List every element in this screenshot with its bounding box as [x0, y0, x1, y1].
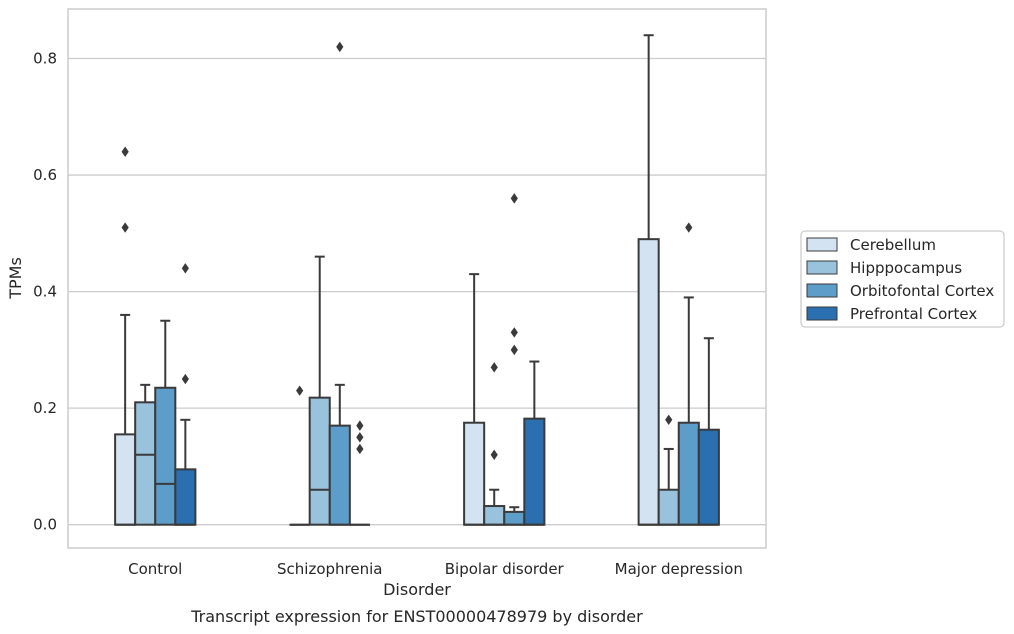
outlier-point	[356, 420, 364, 431]
x-tick-label: Major depression	[615, 560, 743, 578]
box-body	[114, 433, 137, 526]
y-tick-label: 0.8	[33, 50, 57, 68]
x-tick-label: Schizophrenia	[277, 560, 382, 578]
legend: Cerebellum Hipppocampus Orbitofontal Corte…	[800, 230, 1005, 328]
box-1	[289, 385, 310, 526]
x-tick-label: Bipolar disorder	[445, 560, 565, 578]
legend-swatch	[806, 260, 838, 275]
box-2	[483, 362, 506, 526]
x-tick-labels: Control Schizophrenia Bipolar disorder Majo…	[128, 560, 743, 578]
outlier-point	[356, 432, 364, 443]
legend-label: Cerebellum	[850, 236, 936, 254]
outlier-point	[181, 263, 189, 274]
outlier-point	[181, 373, 189, 385]
outlier-point	[510, 193, 518, 204]
box-3	[503, 193, 526, 526]
box-body	[308, 396, 331, 526]
legend-label: Orbitofontal Cortex	[850, 282, 994, 300]
box-1	[114, 146, 137, 526]
box-body	[134, 401, 157, 526]
box-body	[174, 468, 197, 526]
box-2	[308, 255, 331, 526]
legend-swatch	[806, 237, 838, 252]
outlier-point	[510, 344, 518, 356]
outlier-point	[121, 222, 129, 233]
chart-caption: Transcript expression for ENST0000047897…	[190, 607, 643, 626]
box-3	[677, 222, 700, 526]
box-2	[134, 383, 157, 526]
box-body	[677, 421, 700, 526]
legend-frame	[800, 230, 1005, 328]
outlier-point	[121, 146, 129, 157]
plot-frame	[67, 8, 767, 549]
x-tick-label: Control	[128, 560, 182, 578]
box-1	[637, 34, 660, 526]
y-axis-title: TPMs	[6, 257, 25, 300]
box-body	[657, 488, 680, 526]
box-2	[657, 414, 680, 526]
y-tick-label: 0.4	[33, 283, 57, 301]
box-body	[463, 421, 486, 526]
box-body	[697, 428, 720, 526]
legend-swatch	[806, 283, 838, 298]
x-axis-title: Disorder	[383, 580, 451, 599]
box-3	[328, 41, 351, 526]
outlier-point	[510, 327, 518, 338]
legend-label: Hipppocampus	[850, 259, 962, 277]
box-3	[154, 319, 177, 526]
outlier-point	[490, 362, 498, 373]
box-4	[697, 337, 720, 526]
box-body	[328, 424, 351, 526]
box-4	[523, 360, 546, 526]
y-tick-label: 0.6	[33, 166, 57, 184]
box-body	[483, 505, 506, 526]
outlier-point	[336, 41, 344, 53]
box-body	[154, 386, 177, 526]
box-groups	[114, 34, 720, 526]
box-4	[174, 263, 197, 526]
y-tick-labels: 0.0 0.2 0.4 0.6 0.8	[33, 50, 57, 534]
legend-swatch	[806, 306, 838, 321]
box-1	[463, 273, 486, 526]
y-tick-label: 0.2	[33, 399, 57, 417]
outlier-point	[356, 443, 364, 455]
legend-label: Prefrontal Cortex	[850, 305, 977, 323]
outlier-point	[685, 222, 693, 233]
outlier-point	[490, 449, 498, 460]
box-body	[637, 238, 660, 526]
box-body	[523, 417, 546, 526]
outlier-point	[665, 414, 673, 426]
outlier-point	[296, 385, 304, 396]
box-4	[349, 420, 370, 526]
y-tick-label: 0.0	[33, 516, 57, 534]
box-body	[503, 510, 526, 526]
